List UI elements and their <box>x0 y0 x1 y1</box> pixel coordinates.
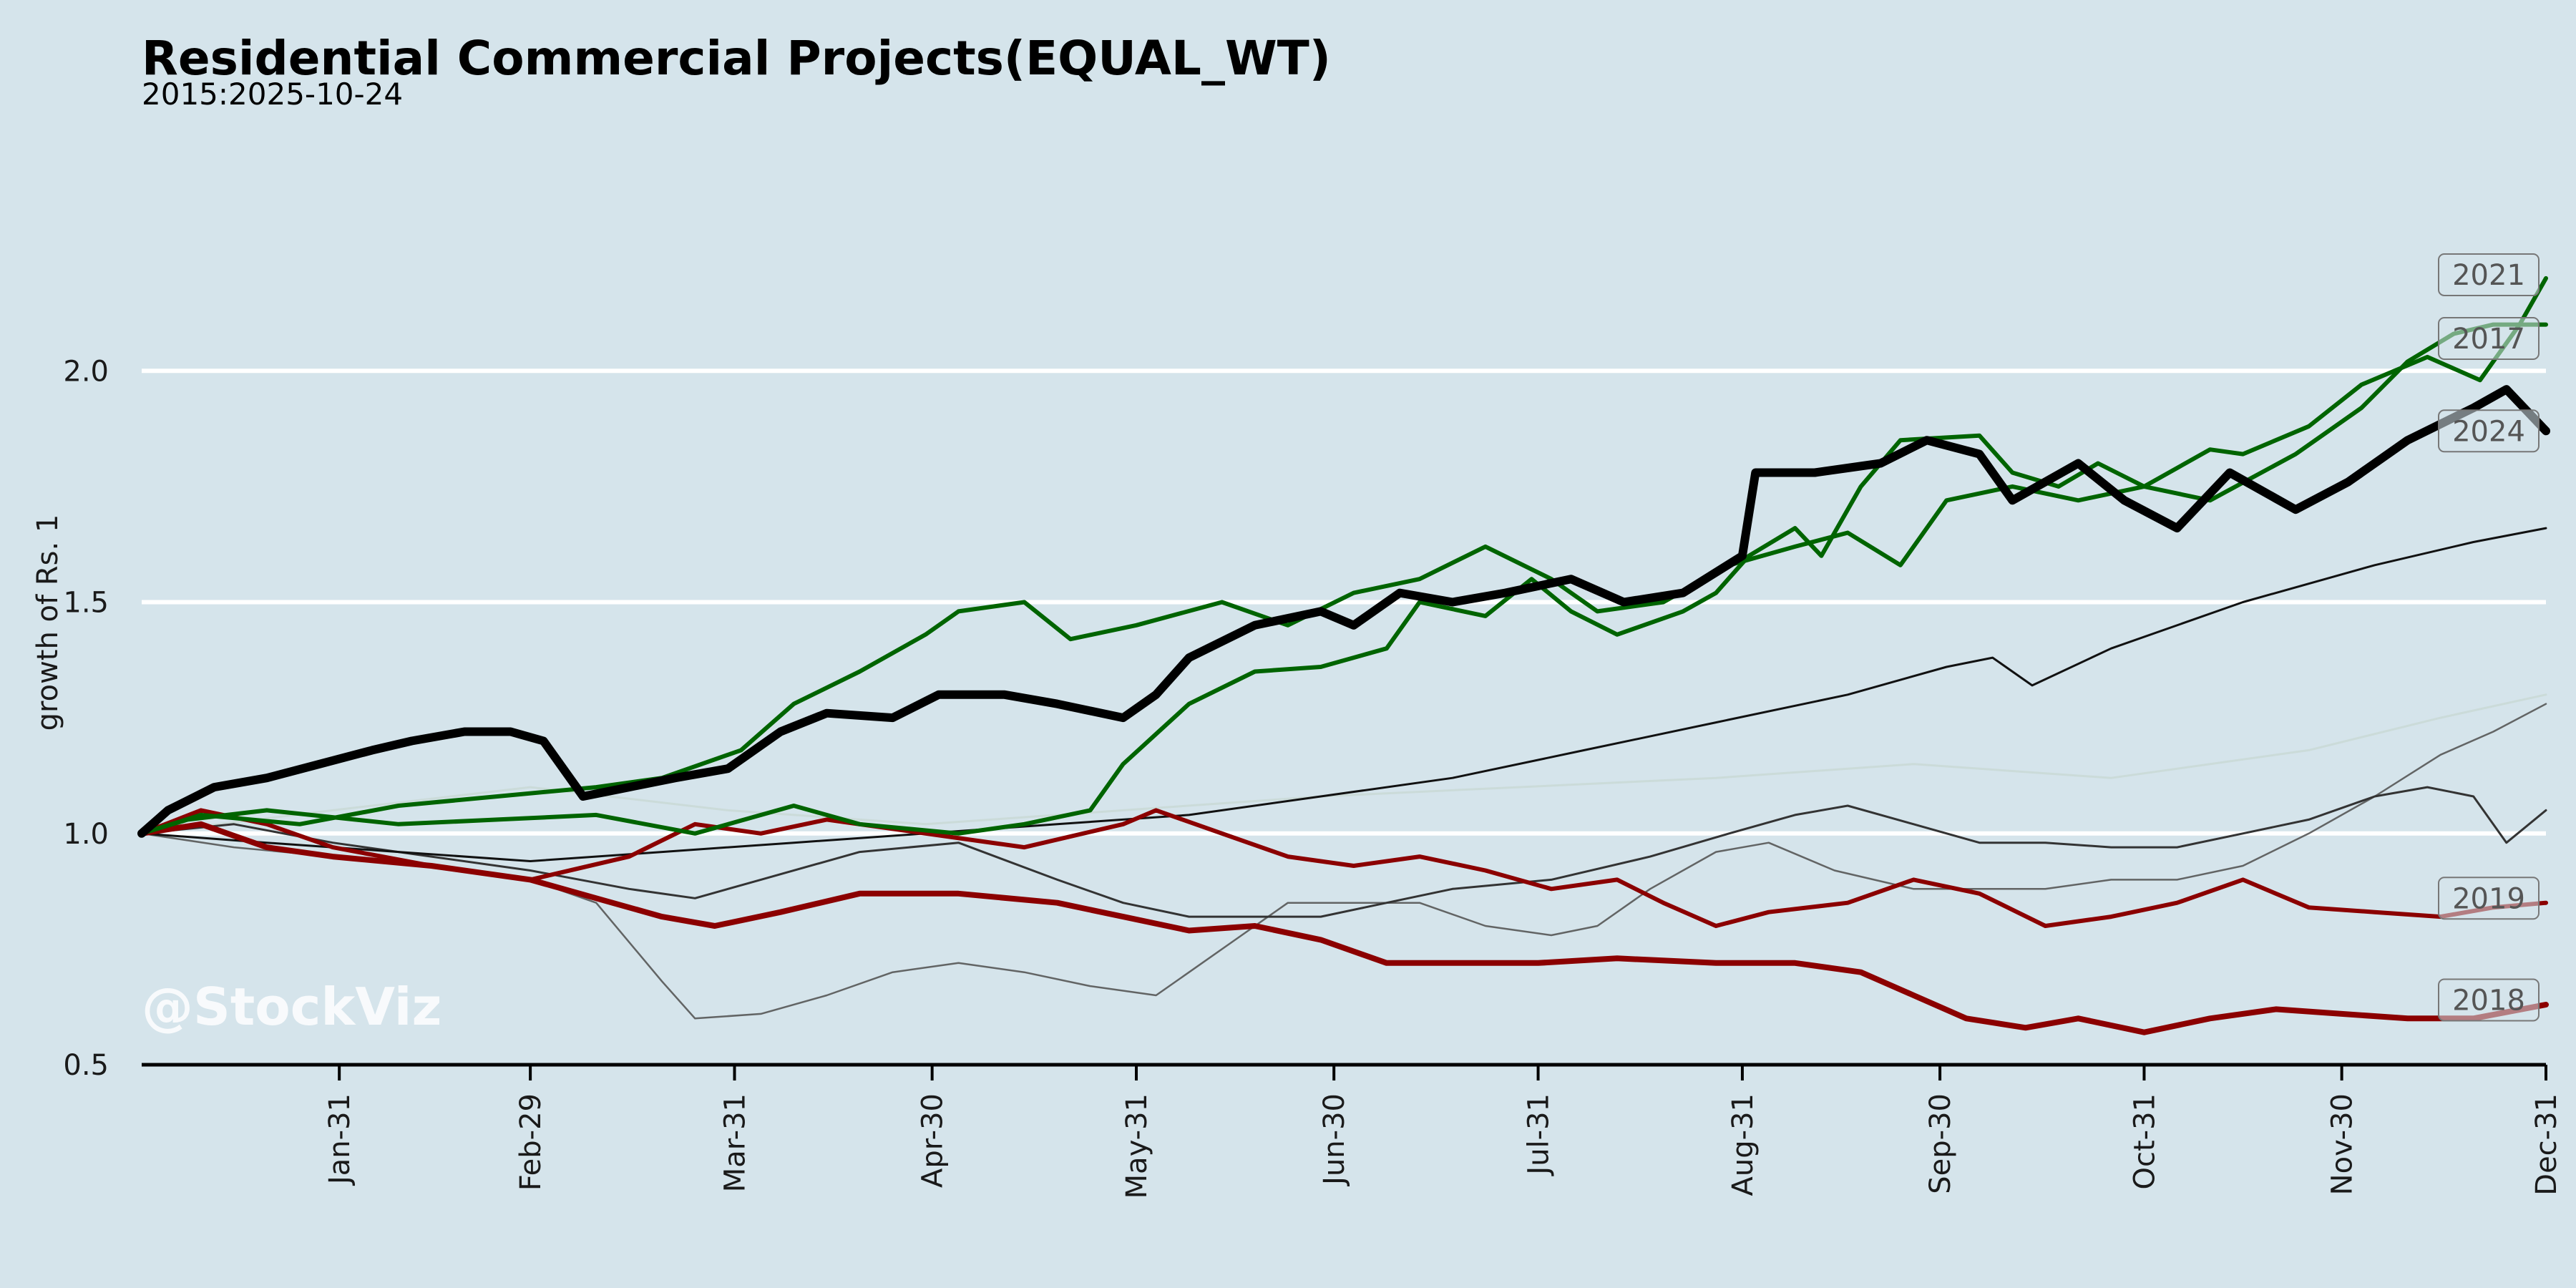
y-tick-label: 2.0 <box>63 355 109 388</box>
end-label-2018: 2018 <box>2452 984 2525 1017</box>
y-tick-label: 0.5 <box>63 1049 109 1082</box>
end-label-box <box>2438 978 2540 1022</box>
end-label-2017: 2017 <box>2452 323 2525 356</box>
chart-title: Residential Commercial Projects(EQUAL_WT… <box>142 31 1331 86</box>
series-line-2024 <box>137 385 2550 838</box>
x-tick-label: Oct-31 <box>2128 1093 2161 1190</box>
y-tick-label: 1.5 <box>63 587 109 620</box>
end-label-box <box>2438 316 2540 360</box>
grid-layer <box>142 369 2546 836</box>
series-line-2018 <box>139 821 2549 1035</box>
x-tick-label: Jan-31 <box>323 1093 356 1186</box>
y-axis-label: growth of Rs. 1 <box>31 514 64 731</box>
x-tick-label: Sep-30 <box>1924 1093 1957 1194</box>
series-line-2021 <box>140 275 2548 836</box>
x-tick-label: Jul-31 <box>1523 1093 1556 1177</box>
x-tick-label: Apr-30 <box>917 1093 950 1188</box>
watermark: @StockViz <box>142 977 441 1037</box>
x-tick-label: Nov-30 <box>2326 1093 2359 1195</box>
end-label-2019: 2019 <box>2452 882 2525 915</box>
end-label-layer: 2021 2017 2024 2019 2018 <box>2438 253 2540 1022</box>
series-line-unnamed-2 <box>140 786 2547 918</box>
x-tick-label: May-31 <box>1121 1093 1153 1199</box>
end-label-2024: 2024 <box>2452 415 2525 448</box>
series-line-2017 <box>140 322 2548 836</box>
x-tick-label: Dec-31 <box>2530 1093 2563 1196</box>
series-line-2019 <box>140 808 2548 928</box>
end-label-box <box>2438 253 2540 296</box>
x-tick-label: Aug-31 <box>1727 1093 1760 1196</box>
end-label-box <box>2438 877 2540 920</box>
end-label-2021: 2021 <box>2452 259 2525 292</box>
x-tick-label: Jun-30 <box>1318 1093 1351 1187</box>
end-label-box <box>2438 409 2540 453</box>
y-tick-label: 1.0 <box>63 818 109 851</box>
x-tick-label: Feb-29 <box>514 1093 547 1191</box>
x-tick-label: Mar-31 <box>718 1093 751 1192</box>
chart-subtitle: 2015:2025-10-24 <box>142 77 403 112</box>
axis-layer: 0.5 1.0 1.5 2.0 Jan-31 Feb-29 Mar-31 Apr-30 May-… <box>63 355 2563 1199</box>
series-layer <box>137 275 2550 1035</box>
series-line-unnamed-3 <box>140 527 2547 862</box>
